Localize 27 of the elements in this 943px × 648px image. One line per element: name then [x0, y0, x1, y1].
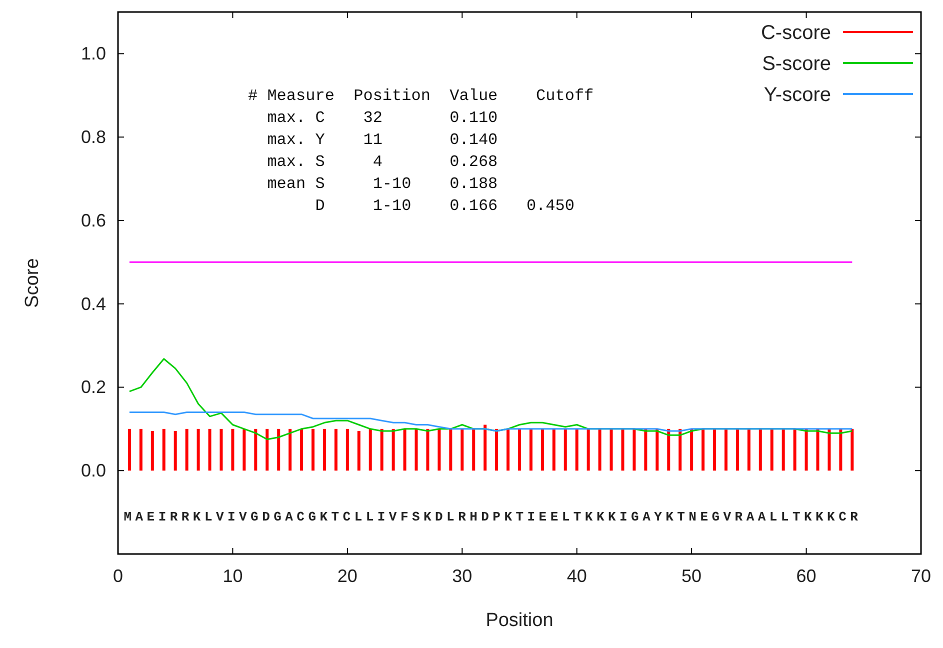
x-tick-label: 70	[910, 566, 932, 586]
y-tick-label: 0.8	[80, 127, 106, 148]
annotation: max. S 4 0.268	[248, 153, 498, 171]
y-tick-label: 0.4	[80, 294, 106, 314]
annotation: MAEIRRKLVIVGDGACGKTCLLIVFSKDLRHDPKTIEELTKKKIGAYKTNEGVRAALLTKKKCR	[124, 510, 858, 525]
y-tick-label: 0.0	[80, 460, 106, 481]
legend-label: C-score	[760, 22, 831, 44]
y-tick-label: 0.2	[80, 377, 106, 398]
x-tick-label: 50	[682, 566, 702, 586]
x-tick-label: 40	[566, 566, 587, 586]
y-axis-title: Score	[22, 258, 43, 308]
x-tick-label: 60	[796, 566, 816, 586]
x-tick-label: 0	[112, 566, 124, 586]
annotation: # Measure Position Value Cutoff	[248, 87, 594, 105]
y-tick-label: 1.0	[80, 44, 106, 64]
annotation: mean S 1-10 0.188	[248, 175, 498, 193]
annotation: max. C 32 0.110	[248, 109, 498, 127]
x-tick-label: 10	[222, 566, 243, 586]
y-tick-label: 0.6	[80, 210, 106, 230]
legend-label: S-score	[762, 53, 831, 75]
line-series	[128, 411, 853, 432]
legend-label: Y-score	[764, 84, 831, 106]
annotation: D 1-10 0.166 0.450	[248, 197, 574, 215]
annotation: max. Y 11 0.140	[248, 131, 498, 149]
x-tick-label: 30	[452, 566, 472, 586]
x-tick-label: 20	[337, 566, 358, 586]
x-axis-title: Position	[486, 610, 554, 631]
